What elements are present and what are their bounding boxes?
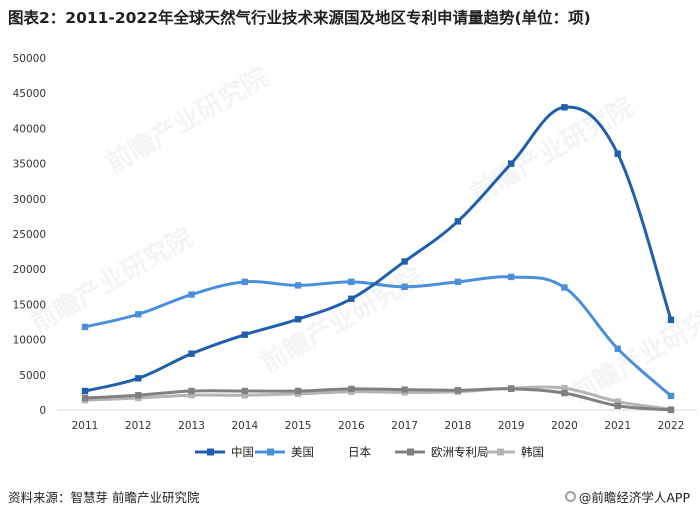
series-line	[84, 387, 672, 412]
y-tick-label: 25000	[13, 229, 46, 241]
data-point	[507, 273, 515, 281]
brand-note: @前瞻经济学人APP	[564, 487, 690, 506]
y-tick-label: 15000	[13, 299, 46, 311]
brand-logo-icon	[564, 491, 576, 502]
y-tick-label: 0	[39, 405, 46, 417]
x-tick-label: 2016	[338, 420, 365, 432]
data-point	[188, 350, 195, 357]
data-point	[188, 291, 195, 298]
x-tick-label: 2022	[658, 420, 685, 432]
data-point	[188, 392, 195, 399]
data-point	[135, 311, 142, 318]
data-point	[81, 394, 89, 402]
data-point	[507, 160, 515, 167]
x-tick-label: 2021	[604, 420, 631, 432]
axes: 0 5000 10000 15000 20000 25000 30000 35000 40000…	[13, 53, 697, 432]
series-line	[84, 105, 673, 393]
data-point	[454, 387, 462, 394]
data-point	[454, 278, 462, 286]
y-tick-label: 10000	[13, 335, 46, 347]
x-tick-label: 2011	[72, 420, 99, 432]
legend-swatch-marker	[497, 448, 504, 456]
data-point	[294, 387, 302, 395]
y-tick-label: 50000	[13, 53, 46, 65]
data-point	[667, 406, 675, 414]
data-point	[135, 375, 142, 382]
data-point	[561, 284, 568, 291]
data-point	[614, 345, 621, 352]
legend-swatch-marker	[267, 448, 274, 456]
y-tick-label: 20000	[13, 264, 46, 276]
x-tick-label: 2018	[445, 420, 472, 432]
data-point	[81, 323, 89, 331]
legend-label: 日本	[348, 445, 371, 459]
data-point	[241, 392, 249, 399]
source-note: 资料来源：智慧芽 前瞻产业研究院	[8, 490, 200, 505]
legend-swatch-marker	[407, 448, 414, 456]
legend-label: 中国	[231, 445, 254, 459]
x-tick-label: 2017	[391, 420, 418, 432]
data-point	[454, 218, 462, 225]
y-tick-label: 45000	[13, 88, 46, 100]
data-point	[401, 258, 408, 265]
data-point	[241, 278, 249, 286]
data-point	[561, 104, 568, 111]
data-point	[401, 283, 408, 290]
data-point	[614, 402, 621, 409]
data-point	[348, 295, 355, 302]
data-point	[614, 150, 621, 157]
line-chart: 0 5000 10000 15000 20000 25000 30000 35000 40000…	[13, 53, 697, 459]
brand-text: @前瞻经济学人APP	[578, 490, 690, 505]
y-tick-label: 30000	[13, 194, 46, 206]
legend-swatch-marker	[207, 448, 214, 456]
legend: 中国 美国 日本 欧洲专利局 韩国	[195, 445, 544, 459]
series-line	[84, 275, 672, 398]
data-point	[614, 398, 621, 405]
data-point	[188, 387, 195, 395]
x-tick-label: 2014	[231, 420, 258, 432]
data-point	[507, 385, 515, 393]
data-point	[667, 392, 675, 400]
data-point	[81, 387, 89, 395]
x-tick-label: 2019	[498, 420, 525, 432]
legend-label: 韩国	[521, 445, 544, 459]
y-tick-label: 40000	[13, 123, 46, 135]
data-point	[561, 384, 568, 392]
y-tick-label: 35000	[13, 159, 46, 171]
x-tick-label: 2015	[285, 420, 312, 432]
data-point	[294, 315, 302, 323]
y-tick-label: 5000	[19, 370, 46, 382]
x-tick-label: 2020	[551, 420, 578, 432]
x-tick-label: 2013	[178, 420, 205, 432]
data-point	[348, 385, 355, 393]
series-line	[84, 385, 672, 411]
legend-label: 欧洲专利局	[431, 445, 489, 459]
data-point	[135, 392, 142, 399]
data-point	[241, 387, 249, 395]
x-tick-label: 2012	[125, 420, 152, 432]
data-point	[294, 282, 302, 289]
data-point	[667, 316, 675, 324]
series-lines	[81, 104, 675, 414]
data-point	[348, 278, 355, 286]
data-point	[241, 331, 249, 338]
data-point	[401, 386, 408, 393]
data-point	[561, 389, 568, 397]
legend-label: 美国	[291, 445, 314, 459]
chart-title: 图表2：2011-2022年全球天然气行业技术来源国及地区专利申请量趋势(单位：…	[8, 9, 591, 27]
